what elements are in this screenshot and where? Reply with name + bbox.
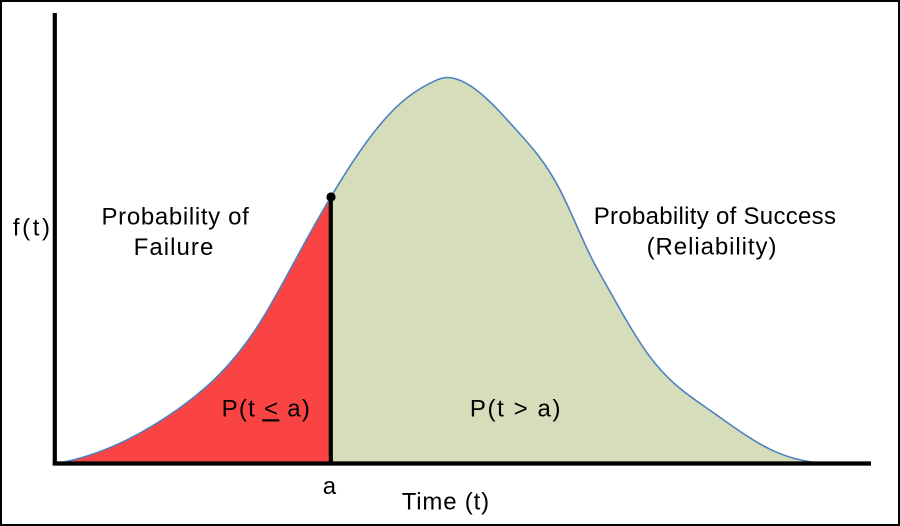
svg-text:Failure: Failure: [134, 234, 215, 261]
svg-text:a: a: [323, 473, 337, 500]
svg-text:Probability of: Probability of: [102, 204, 250, 231]
svg-text:P(t < a): P(t < a): [222, 396, 312, 423]
svg-text:P(t > a): P(t > a): [470, 396, 562, 423]
svg-text:f(t): f(t): [13, 215, 53, 242]
svg-text:Time (t): Time (t): [402, 489, 490, 516]
svg-text:Probability of Success: Probability of Success: [594, 203, 837, 230]
svg-text:(Reliability): (Reliability): [647, 233, 778, 260]
